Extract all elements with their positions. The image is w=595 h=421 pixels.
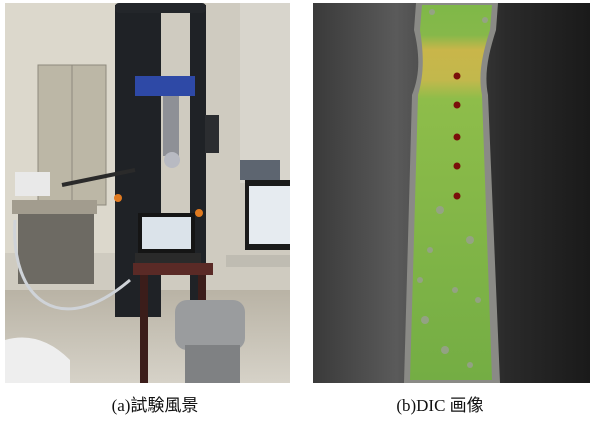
figure: (a)試験風景 (b)DIC 画像 [0,0,595,421]
photo-dic [313,3,590,383]
caption: (b)DIC 画像 [396,396,483,415]
caption: (a)試験風景 [112,396,199,415]
photo-test-setup [5,3,290,383]
